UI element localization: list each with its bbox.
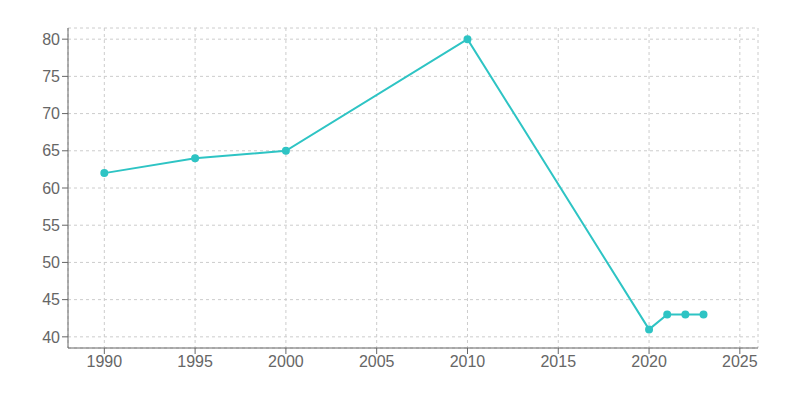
svg-text:2010: 2010: [450, 353, 486, 370]
svg-text:2020: 2020: [631, 353, 667, 370]
svg-text:2005: 2005: [359, 353, 395, 370]
svg-text:75: 75: [42, 68, 60, 85]
svg-text:50: 50: [42, 254, 60, 271]
svg-text:2000: 2000: [268, 353, 304, 370]
svg-text:65: 65: [42, 142, 60, 159]
svg-text:60: 60: [42, 180, 60, 197]
svg-text:45: 45: [42, 291, 60, 308]
svg-text:2015: 2015: [540, 353, 576, 370]
svg-text:2025: 2025: [722, 353, 758, 370]
svg-text:1990: 1990: [87, 353, 123, 370]
svg-text:40: 40: [42, 329, 60, 346]
svg-text:80: 80: [42, 31, 60, 48]
svg-text:55: 55: [42, 217, 60, 234]
svg-text:70: 70: [42, 105, 60, 122]
svg-text:1995: 1995: [177, 353, 213, 370]
